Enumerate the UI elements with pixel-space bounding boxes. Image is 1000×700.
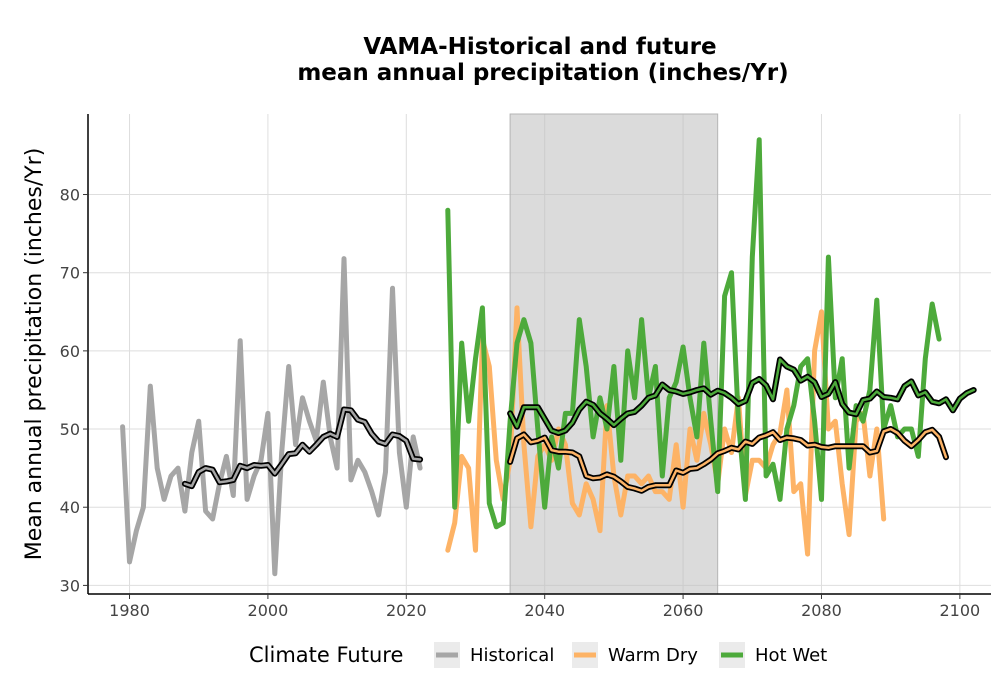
legend-label-historical: Historical [470, 645, 554, 666]
y-tick-label-70: 70 [60, 264, 80, 283]
legend: Climate Future Historical Warm Dry Hot Wet [249, 642, 827, 668]
series-line-warm-dry [445, 305, 887, 557]
y-tick-label-40: 40 [60, 498, 80, 517]
x-tick-label-2020: 2020 [386, 601, 427, 620]
x-tick-label-2040: 2040 [524, 601, 565, 620]
series-line-hot-wet-moving-avg [508, 358, 975, 435]
legend-title: Climate Future [249, 643, 403, 667]
series-line-historical [120, 256, 423, 577]
x-tick-label-2060: 2060 [663, 601, 704, 620]
legend-label-warm-dry: Warm Dry [608, 645, 698, 666]
tick-labels: 1980 2000 2020 2040 2060 2080 2100 30 40 50 60 70 80 [60, 186, 981, 620]
series-line-warm-dry-moving-avg [508, 427, 948, 493]
chart-title-line-2: mean annual precipitation (inches/Yr) [297, 60, 788, 86]
y-tick-label-30: 30 [60, 576, 80, 595]
axes [87, 114, 991, 595]
x-tick-label-1980: 1980 [109, 601, 150, 620]
y-axis-label: Mean annual precipitation (inches/Yr) [22, 148, 47, 561]
y-tick-label-80: 80 [60, 186, 80, 205]
series-line-historical-moving-avg [183, 408, 422, 488]
series-lines [120, 137, 977, 577]
x-tick-label-2000: 2000 [248, 601, 289, 620]
x-tick-label-2100: 2100 [940, 601, 981, 620]
y-tick-label-50: 50 [60, 420, 80, 439]
x-tick-label-2080: 2080 [801, 601, 842, 620]
chart-title-line-1: VAMA-Historical and future [363, 34, 716, 60]
legend-label-hot-wet: Hot Wet [755, 645, 827, 666]
y-tick-label-60: 60 [60, 342, 80, 361]
